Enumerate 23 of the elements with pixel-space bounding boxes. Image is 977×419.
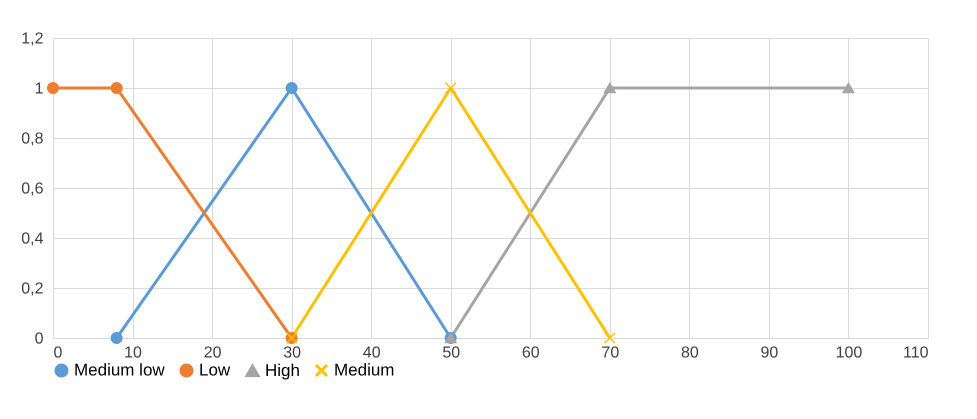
y-tick-label: 0,4 <box>21 230 44 248</box>
x-tick-label: 90 <box>760 344 778 362</box>
x-tick-label: 70 <box>601 344 620 362</box>
x-tick-label: 0 <box>54 344 62 362</box>
x-tick-label: 20 <box>204 344 222 362</box>
x-tick-label: 100 <box>836 344 862 362</box>
y-tick-label: 0 <box>34 330 44 348</box>
legend-label: Low <box>199 360 231 380</box>
y-tick-label: 0,8 <box>21 130 44 148</box>
x-tick-label: 110 <box>902 344 929 362</box>
legend-label: Medium <box>334 360 394 380</box>
x-tick-label: 10 <box>124 344 142 362</box>
y-tick-label: 1 <box>34 80 44 98</box>
y-tick-label: 0,6 <box>21 180 44 198</box>
x-tick-label: 60 <box>522 344 540 362</box>
y-tick-label: 0,2 <box>21 280 44 298</box>
x-tick-label: 40 <box>362 344 381 362</box>
x-tick-label: 50 <box>442 344 460 362</box>
legend-label: Medium low <box>74 360 166 380</box>
x-tick-label: 80 <box>680 344 699 362</box>
legend-label: High <box>265 360 300 380</box>
y-tick-label: 1,2 <box>21 30 44 48</box>
x-tick-label: 30 <box>283 344 302 362</box>
